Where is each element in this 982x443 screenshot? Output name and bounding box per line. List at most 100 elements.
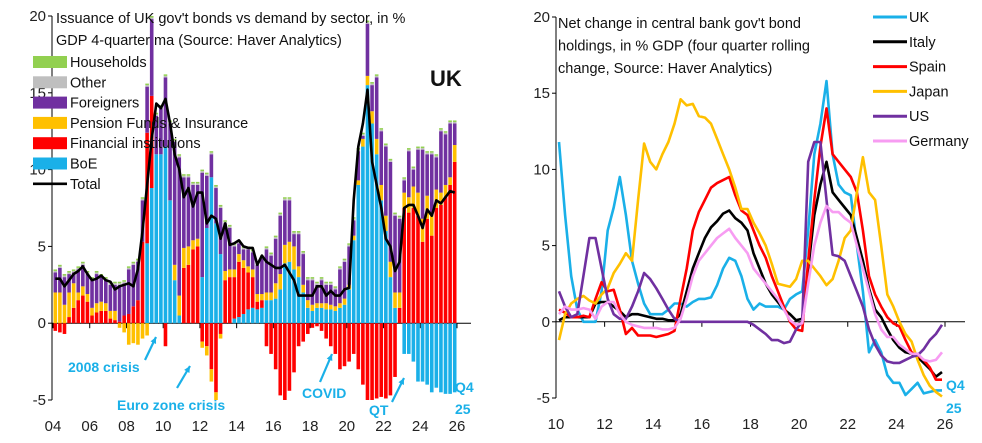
bar-boe [448,323,452,394]
bar-financial [90,315,94,324]
bar-households [315,281,319,284]
bar-other [429,152,434,155]
bar-financial [264,323,269,347]
bar-pension [310,304,315,311]
x-tick-label: 14 [228,418,245,435]
bar-pension [53,292,58,324]
bar-other [67,272,71,275]
bar-pension [397,292,402,308]
bar-other [434,155,439,158]
bar-pension [182,247,186,268]
x-tick-label: 18 [302,418,319,435]
bar-financial [384,323,388,399]
bar-other [370,83,374,86]
bar-households [384,143,388,146]
bar-financial [117,321,122,324]
bar-financial [292,323,296,373]
bar-financial [140,241,145,324]
bar-financial [126,313,131,324]
bar-foreigners [374,77,379,139]
bar-other [140,198,145,201]
chart-title: Net change in central bank gov't bond [558,16,801,32]
bar-households [388,158,393,161]
bar-financial [305,323,310,334]
bar-other [287,198,292,201]
bar-other [186,175,191,178]
bar-other [131,263,136,265]
bar-households [347,243,351,245]
bar-boe [452,323,457,393]
bar-financial [195,246,200,324]
bar-pension [172,264,177,281]
bar-financial [163,323,168,347]
bar-pension [145,323,149,336]
bar-pension [448,177,452,185]
bar-pension [191,240,195,250]
bar-households [292,231,296,233]
bar-foreigners [117,284,122,322]
bar-foreigners [214,188,218,224]
bar-pension [232,269,237,278]
bar-pension [443,184,448,198]
bar-boe [425,323,429,385]
annotation-text: QT [369,402,389,418]
bar-financial [406,212,411,324]
chart-title: change, Source: Haver Analytics) [558,61,772,77]
chart-title: Issuance of UK gov't bonds vs demand by … [56,11,405,27]
bar-households [379,128,384,130]
bar-pension [58,292,62,324]
bar-other [200,171,205,173]
legend-swatch-households [33,56,67,68]
bar-other [209,152,214,155]
bar-pension [218,333,223,339]
bar-foreigners [223,223,227,271]
y-tick-label: -5 [537,390,550,407]
bar-boe [406,323,411,354]
bar-foreigners [416,149,420,193]
bar-foreigners [328,284,333,305]
bar-boe [214,223,218,324]
bar-financial [223,280,227,324]
bar-pension [214,392,218,400]
bar-foreigners [260,258,264,295]
bar-foreigners [209,154,214,178]
bar-pension [370,111,374,124]
bar-pension [416,192,420,216]
bar-financial [71,307,76,324]
bar-financial [227,277,232,324]
legend-label-spain: Spain [909,60,946,76]
bar-households [264,246,269,248]
bar-households [406,148,411,150]
bar-pension [264,292,269,301]
bar-households [53,269,58,271]
bar-financial [53,323,58,331]
bar-other [420,148,425,150]
bar-households [218,204,223,207]
bar-households [411,166,416,169]
bar-foreigners [283,200,287,245]
legend-label-financial: Financial institutions [70,136,201,152]
bar-financial [411,208,416,324]
bar-other [439,129,443,132]
bar-households [361,132,365,135]
bar-boe [172,280,177,324]
bar-financial [374,323,379,399]
bar-other [310,278,315,281]
bar-other [347,244,351,247]
bar-foreigners [246,249,250,267]
bar-boe [328,309,333,324]
annotation-text: COVID [302,385,346,401]
bar-other [126,267,131,270]
bar-other [315,283,319,285]
bar-pension [379,184,384,201]
y-tick-label: 5 [542,238,550,255]
x-tick-label: 14 [645,416,662,433]
bar-households [103,277,108,279]
bar-other [177,155,182,158]
bar-households [273,235,278,238]
bar-pension [62,304,67,324]
bar-pension [81,286,85,296]
bar-boe [163,146,168,324]
legend-swatch-boe [33,157,67,170]
